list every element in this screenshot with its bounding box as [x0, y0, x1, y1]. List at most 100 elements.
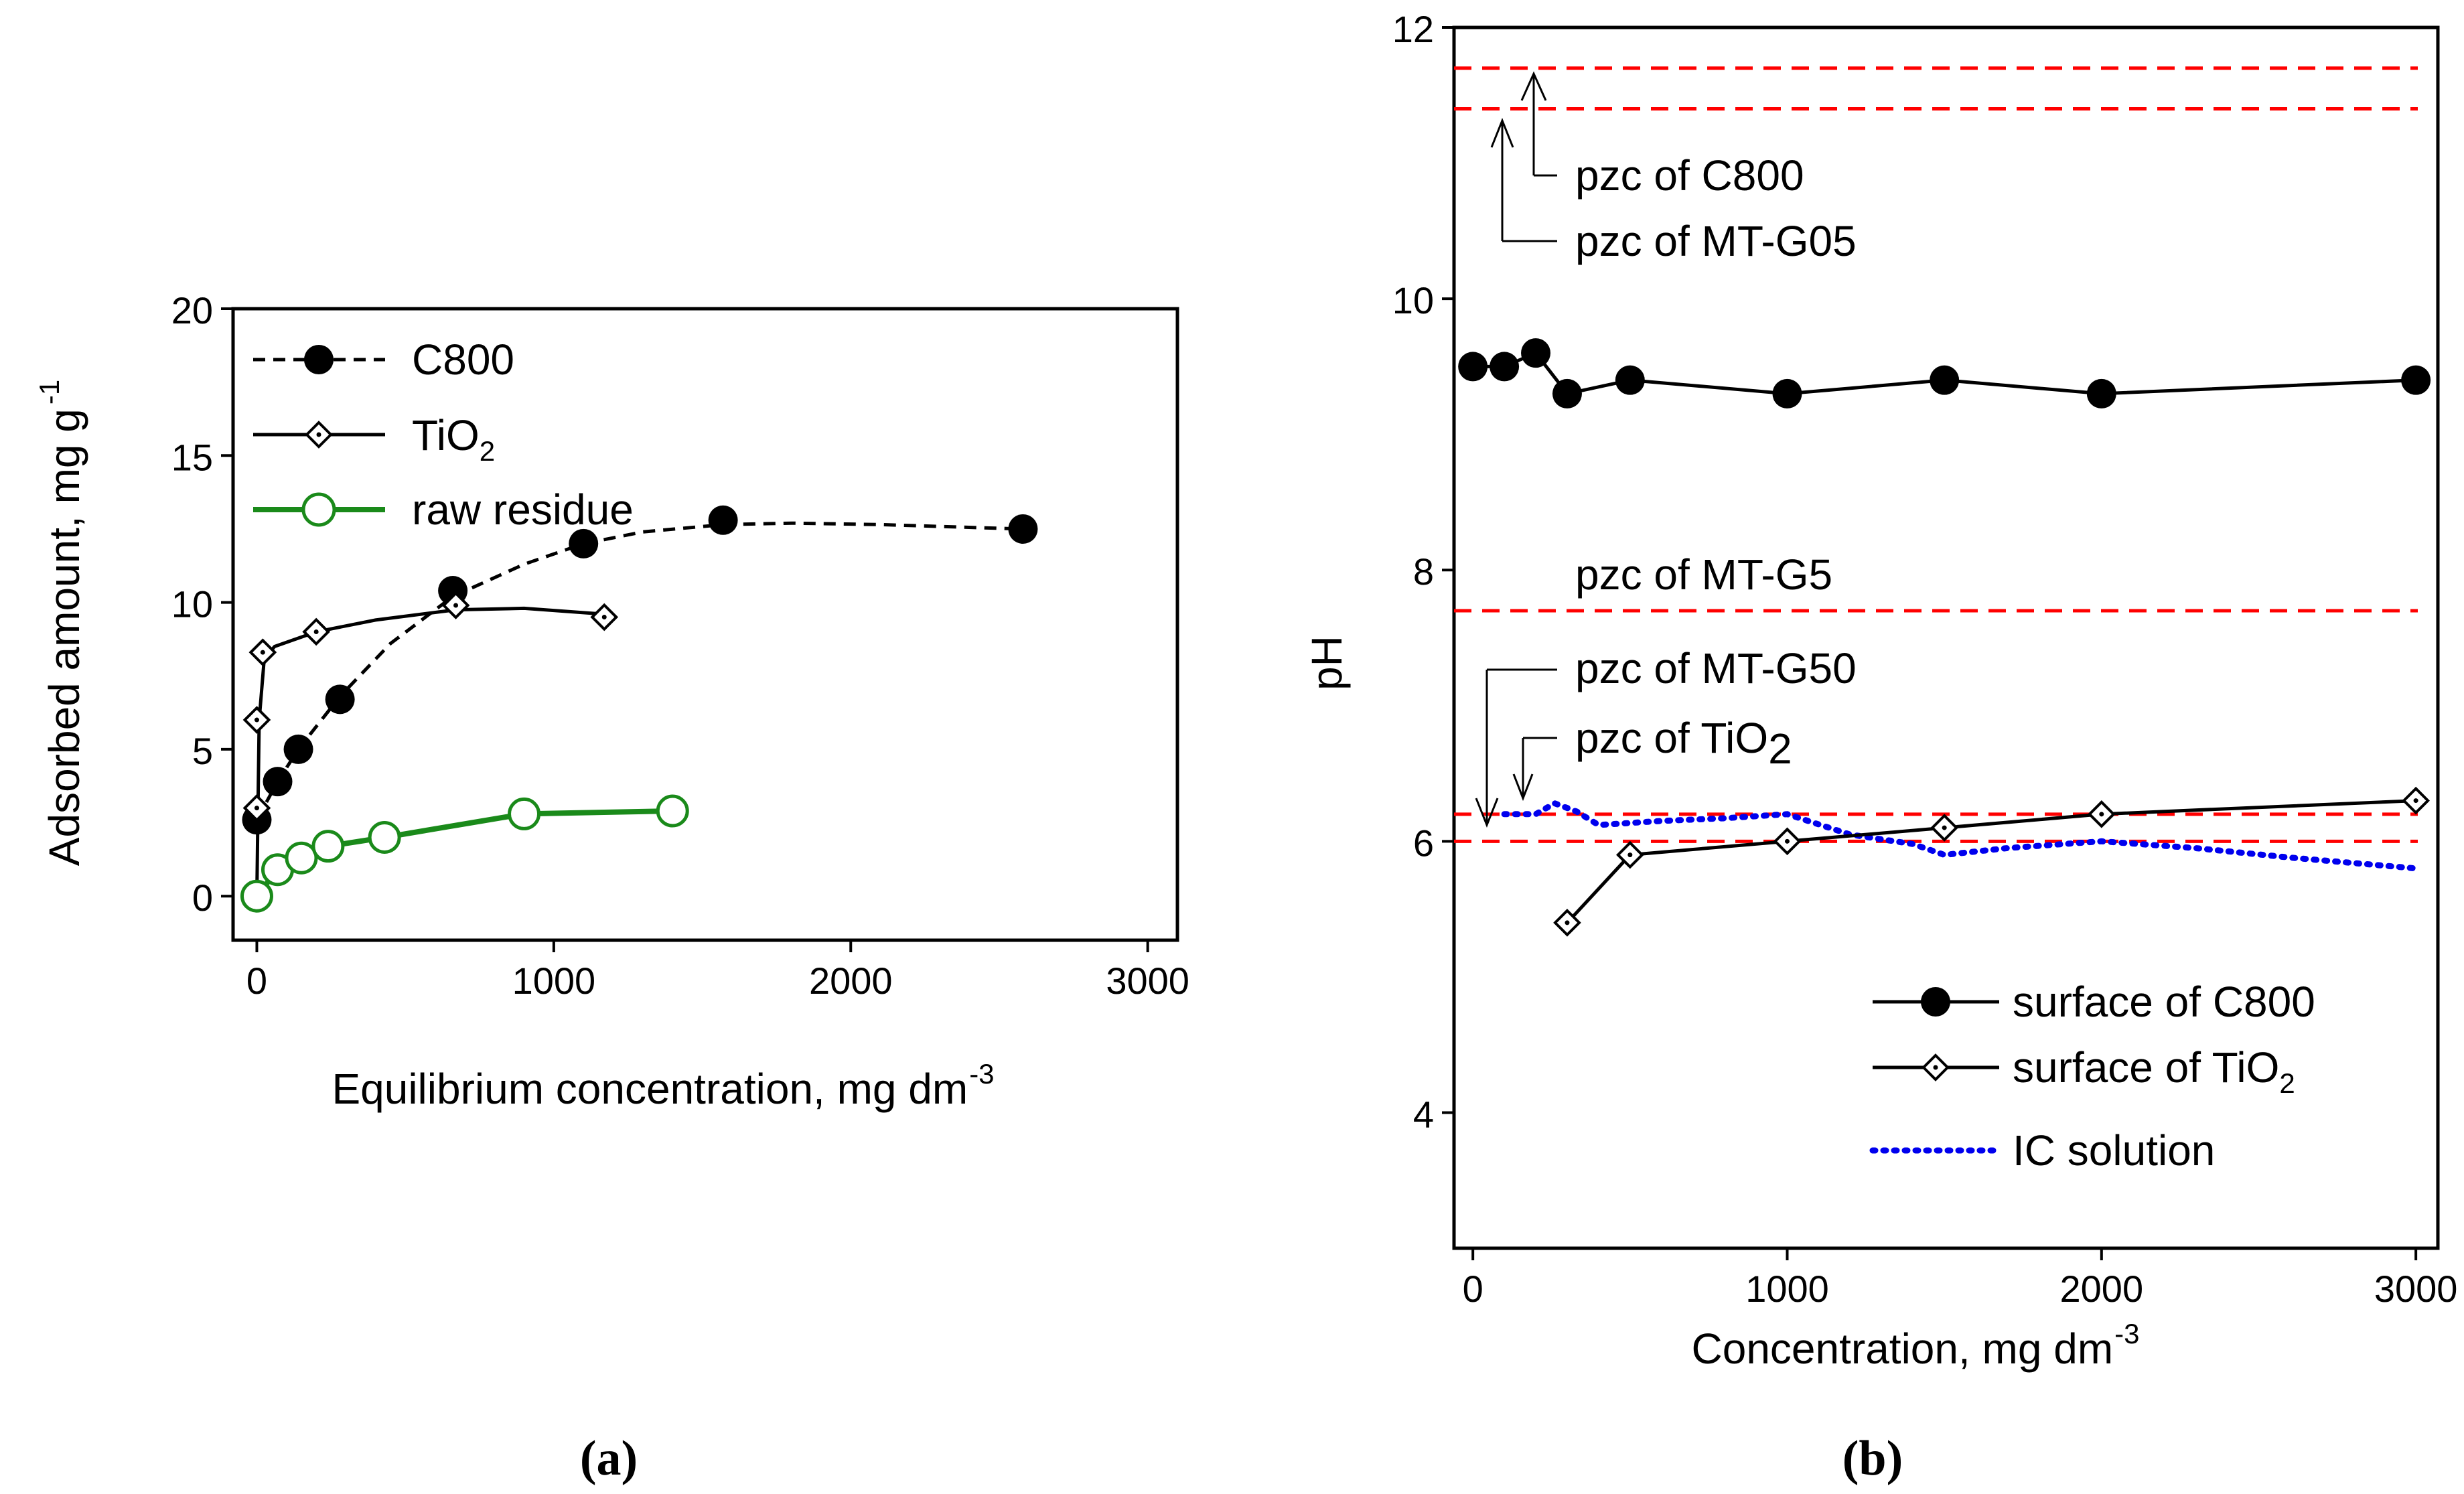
surface-tio2-point-dot: [2413, 798, 2418, 804]
raw-residue-point: [311, 830, 345, 863]
ic-solution-line: [1501, 800, 2419, 872]
legend-tio2-label: TiO2: [412, 411, 495, 467]
panel-a-plot-frame: [231, 307, 1179, 942]
panel-a-y-tick-label: 20: [171, 289, 213, 331]
c800-point: [569, 528, 599, 558]
panel-a-x-tick-label: 2000: [809, 960, 893, 1002]
surface-tio2-line: [1566, 799, 2416, 924]
surface-c800-point: [1552, 378, 1582, 408]
annotation-pzc-mt-g5: pzc of MT-G5: [1575, 550, 1832, 599]
tio2-point-dot: [601, 615, 607, 620]
surface-tio2-point-dot: [1942, 825, 1947, 830]
surface-c800-point: [1772, 378, 1802, 408]
legend-c800-label: C800: [412, 335, 514, 384]
panel-a-y-tick-label: 0: [192, 877, 213, 919]
surface-c800-point: [2086, 378, 2116, 408]
surface-c800-point: [2401, 365, 2431, 395]
panel-b-y-tick-label: 8: [1413, 550, 1434, 593]
panel-a-y-axis-label-sup: -1: [33, 380, 65, 404]
tio2-point: [302, 617, 330, 646]
tio2-point: [441, 591, 470, 619]
tio2-point: [248, 638, 277, 666]
panel-a-y-tick-label: 10: [171, 583, 213, 625]
panel-b-y-tick-label: 6: [1413, 822, 1434, 864]
surface-tio2-point-dot: [1784, 838, 1790, 844]
surface-c800-point: [1930, 365, 1960, 395]
tio2-point: [242, 794, 271, 822]
panel-a-chart: 0 1000 2000 3000 0 5 10 15 20 Adsorbed amount, m…: [33, 289, 1189, 1486]
panel-b-x-axis-label: Concentration, mg dm-3: [1692, 1318, 2140, 1373]
panel-a-x-tick-label: 3000: [1106, 960, 1189, 1002]
surface-tio2-point: [2402, 786, 2430, 815]
legend-c800-marker: [304, 345, 334, 374]
panel-a-x-axis-label: Equilibrium concentration, mg dm-3: [332, 1058, 994, 1113]
panel-b-x-tick-label: 3000: [2374, 1268, 2458, 1310]
panel-a-legend: C800 TiO2 raw residue: [253, 335, 634, 534]
panel-b-series: [1458, 338, 2431, 937]
annotation-pzc-c800: pzc of C800: [1575, 151, 1804, 200]
surface-tio2-point: [1553, 909, 1581, 937]
panel-b-y-tick-label: 4: [1413, 1093, 1434, 1135]
panel-a-y-axis-label: Adsorbed amount, mg g-1: [33, 380, 88, 866]
surface-tio2-point-dot: [2099, 812, 2104, 817]
panel-a-series: [240, 505, 1038, 913]
tio2-point-dot: [254, 806, 259, 811]
raw-residue-point: [285, 841, 318, 875]
panel-b-legend: surface of C800 surface of TiO2 IC solut…: [1869, 978, 2315, 1175]
annotation-pzc-mt-g05: pzc of MT-G05: [1575, 217, 1857, 265]
panel-a-label: (a): [580, 1431, 638, 1486]
panel-a-axes: 0 1000 2000 3000 0 5 10 15 20: [171, 289, 1189, 1002]
c800-point: [708, 505, 738, 535]
panel-b-x-tick-label: 0: [1463, 1268, 1483, 1310]
annotation-pzc-mt-g50: pzc of MT-G50: [1575, 644, 1857, 692]
raw-residue-point: [368, 820, 401, 854]
tio2-point-dot: [313, 629, 319, 634]
raw-residue-point: [508, 797, 541, 830]
tio2-point: [242, 706, 271, 734]
legend-raw-residue-marker: [301, 492, 336, 527]
panel-a-x-tick-label: 1000: [512, 960, 596, 1002]
surface-tio2-point: [2087, 800, 2116, 828]
tio2-fit-curve: [255, 606, 605, 897]
tio2-point-dot: [254, 717, 259, 723]
panel-b-axes: 0 1000 2000 3000 4 6 8 10 12: [1392, 8, 2458, 1310]
surface-c800-point: [1458, 352, 1488, 382]
surface-tio2-point: [1930, 814, 1958, 842]
surface-tio2-point: [1773, 827, 1802, 856]
surface-c800-point: [1615, 365, 1645, 395]
tio2-point-dot: [260, 650, 265, 655]
legend-surface-c800-marker: [1921, 987, 1950, 1017]
panel-b-chart: 0 1000 2000 3000 4 6 8 10 12 pzc of C800 pzc of …: [1303, 8, 2457, 1486]
annotation-pzc-tio2: pzc of TiO2: [1575, 714, 1792, 773]
panel-b-label: (b): [1842, 1431, 1903, 1486]
panel-b-x-tick-label: 1000: [1745, 1268, 1829, 1310]
panel-a-y-tick-label: 5: [192, 730, 213, 772]
c800-point: [263, 767, 293, 797]
panel-b-y-tick-label: 12: [1392, 8, 1434, 50]
panel-a-y-tick-label: 15: [171, 436, 213, 478]
panel-a-x-axis-label-sup: -3: [969, 1058, 994, 1090]
surface-c800-point: [1521, 338, 1551, 368]
panel-a-x-tick-label: 0: [246, 960, 267, 1002]
raw-residue-point: [240, 879, 273, 913]
raw-residue-point: [656, 794, 689, 828]
panel-b-x-axis-label-sup: -3: [2114, 1318, 2139, 1349]
legend-tio2-marker: [305, 421, 333, 449]
c800-point: [1008, 514, 1038, 544]
c800-fit-curve: [255, 521, 1023, 821]
surface-tio2-point-dot: [1627, 852, 1633, 858]
legend-surface-tio2-marker: [1922, 1053, 1950, 1081]
c800-point: [283, 734, 313, 764]
panel-b-y-tick-label: 10: [1392, 279, 1434, 321]
panel-b-x-tick-label: 2000: [2060, 1268, 2144, 1310]
legend-raw-residue-label: raw residue: [412, 485, 634, 534]
panel-b-annotation-arrows: [1475, 71, 1557, 828]
tio2-point: [590, 603, 619, 631]
tio2-point-dot: [453, 603, 459, 608]
panel-b-y-axis-label: pH: [1303, 636, 1351, 690]
legend-surface-tio2-label: surface of TiO2: [2013, 1043, 2295, 1099]
panel-b-reference-lines: [1454, 66, 2418, 843]
c800-point: [325, 684, 355, 715]
surface-tio2-point: [1615, 840, 1644, 869]
